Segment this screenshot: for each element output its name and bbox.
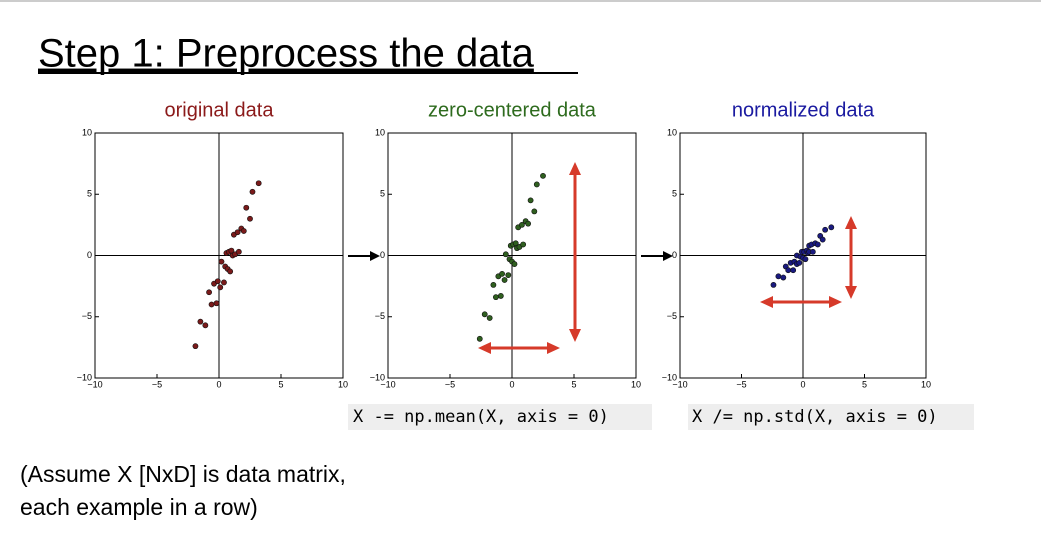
- y-tick-label: −5: [375, 311, 385, 321]
- scatter-point: [814, 241, 821, 248]
- scatter-point: [770, 281, 777, 288]
- scatter-point: [802, 256, 809, 263]
- scatter-point: [481, 311, 488, 318]
- scatter-point: [208, 301, 215, 308]
- extent-arrows: [478, 162, 857, 354]
- scatter-point: [192, 343, 199, 350]
- scatter-point: [790, 267, 797, 274]
- scatter-point: [249, 188, 256, 195]
- scatter-point: [520, 241, 527, 248]
- x-tick-label: −10: [380, 379, 395, 389]
- y-tick-label: −10: [77, 372, 92, 382]
- x-tick-label: 5: [571, 379, 576, 389]
- scatter-point: [217, 284, 224, 291]
- x-tick-label: −10: [672, 379, 687, 389]
- code-box: [348, 404, 652, 430]
- plot-title: normalized data: [732, 99, 875, 121]
- y-tick-label: 5: [87, 189, 92, 199]
- scatter-point: [540, 172, 546, 179]
- scatter-point: [202, 322, 209, 329]
- scatter-point: [822, 226, 829, 233]
- scatter-point: [809, 248, 816, 255]
- y-tick-label: −5: [667, 311, 677, 321]
- x-tick-label: 0: [216, 379, 221, 389]
- scatter-point: [476, 335, 483, 342]
- note-text: each example in a row): [20, 494, 258, 520]
- x-tick-label: 5: [278, 379, 283, 389]
- slide-title: Step 1: Preprocess the data: [38, 32, 535, 76]
- x-tick-label: 5: [862, 379, 867, 389]
- y-tick-label: 5: [672, 189, 677, 199]
- scatter-point: [785, 267, 792, 274]
- y-tick-label: 0: [380, 250, 385, 260]
- scatter-point: [775, 273, 782, 280]
- scatter-point: [490, 281, 497, 288]
- scatter-point: [531, 208, 538, 215]
- x-tick-label: 10: [338, 379, 348, 389]
- scatter-point: [227, 268, 234, 275]
- scatter-point: [234, 229, 241, 236]
- scatter-point: [486, 315, 493, 321]
- y-tick-label: −10: [662, 372, 677, 382]
- y-tick-label: 10: [82, 127, 92, 137]
- scatter-point: [213, 300, 220, 307]
- scatter-point: [527, 197, 534, 204]
- y-tick-label: 10: [375, 127, 385, 137]
- scatter-point: [511, 261, 518, 267]
- scatter-point: [240, 228, 247, 234]
- scatter-point: [243, 204, 250, 211]
- x-tick-label: −10: [87, 379, 102, 389]
- scatter-point: [197, 318, 204, 325]
- x-tick-label: −5: [445, 379, 455, 389]
- scatter-point: [502, 251, 509, 258]
- x-tick-label: −5: [736, 379, 746, 389]
- scatter-point: [214, 278, 221, 285]
- scatter-point: [247, 215, 253, 222]
- scatter-point: [501, 277, 508, 283]
- y-tick-label: 10: [667, 127, 677, 137]
- plots: original data −10 −5 0 5 10 −10 −5 0 5 10 zero-cent…: [77, 99, 931, 389]
- x-tick-label: 0: [509, 379, 514, 389]
- scatter-point: [533, 181, 540, 188]
- scatter-point: [492, 294, 499, 301]
- scatter-point: [497, 293, 504, 299]
- scatter-point: [499, 270, 505, 277]
- note-text: (Assume X [NxD] is data matrix,: [20, 461, 346, 487]
- x-tick-label: −5: [152, 379, 162, 389]
- plot-title: original data: [165, 99, 275, 121]
- x-tick-label: 10: [631, 379, 641, 389]
- scatter-point: [780, 274, 787, 281]
- scatter-point: [519, 221, 525, 228]
- y-tick-label: 5: [380, 189, 385, 199]
- plot-title: zero-centered data: [428, 99, 597, 121]
- x-tick-label: 10: [921, 379, 931, 389]
- code-box: [688, 404, 974, 430]
- scatter-point: [505, 272, 512, 278]
- y-tick-label: −5: [82, 311, 92, 321]
- scatter-point: [206, 289, 212, 296]
- scatter-point: [828, 224, 835, 231]
- code-text: X /= np.std(X, axis = 0): [692, 407, 938, 427]
- scatter-point: [255, 180, 262, 187]
- y-tick-label: 0: [87, 250, 92, 260]
- x-tick-label: 0: [800, 379, 805, 389]
- flow-arrows: [348, 251, 673, 261]
- scatter-point: [525, 220, 532, 227]
- scatter-point: [819, 236, 826, 243]
- code-text: X -= np.mean(X, axis = 0): [353, 407, 609, 427]
- scatter-point: [796, 259, 803, 266]
- y-tick-label: −10: [370, 372, 385, 382]
- scatter-point: [221, 279, 227, 286]
- scatter-point: [218, 258, 225, 265]
- scatter-point: [235, 248, 242, 255]
- y-tick-label: 0: [672, 250, 677, 260]
